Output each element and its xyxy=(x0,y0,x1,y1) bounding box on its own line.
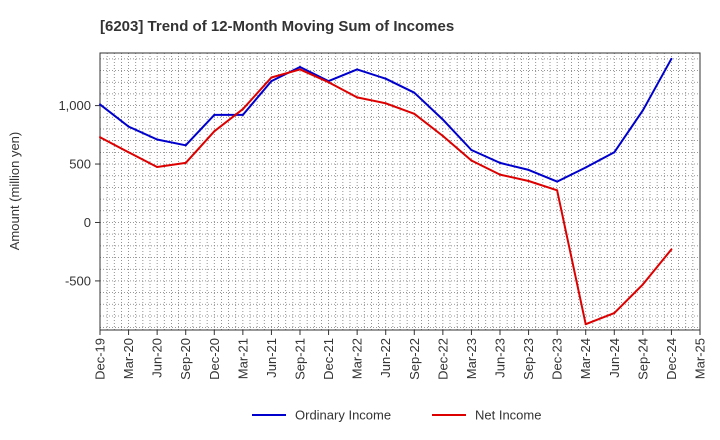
data-point-ordinary-income xyxy=(527,168,530,171)
data-point-ordinary-income xyxy=(299,66,301,69)
x-tick-label: Sep-21 xyxy=(293,338,308,380)
data-point-net-income xyxy=(527,179,530,182)
data-point-net-income xyxy=(413,112,416,115)
y-tick-label: 0 xyxy=(84,215,91,230)
data-point-ordinary-income xyxy=(270,80,273,83)
x-tick-label: Mar-22 xyxy=(350,338,365,379)
data-point-ordinary-income xyxy=(241,113,244,116)
data-point-net-income xyxy=(613,312,616,315)
legend-item-net-income: Net Income xyxy=(432,408,541,423)
data-point-ordinary-income xyxy=(413,91,416,94)
data-point-net-income xyxy=(556,189,559,192)
data-point-net-income xyxy=(184,161,187,164)
y-tick-label: 500 xyxy=(69,157,91,172)
data-point-ordinary-income xyxy=(356,68,359,71)
legend-label-ordinary-income: Ordinary Income xyxy=(295,408,391,423)
data-point-ordinary-income xyxy=(384,77,387,80)
x-tick-label: Mar-21 xyxy=(235,338,250,379)
data-point-net-income xyxy=(441,134,444,137)
x-axis-ticks: Dec-19 Mar-20 Jun-20 Sep-20 Dec-20 Mar-21 Jun-… xyxy=(93,330,708,380)
data-point-ordinary-income xyxy=(499,161,501,164)
x-tick-label: Mar-25 xyxy=(693,338,708,379)
x-tick-label: Jun-20 xyxy=(150,338,165,378)
data-point-net-income xyxy=(641,283,644,286)
data-point-ordinary-income xyxy=(156,138,159,141)
legend-item-ordinary-income: Ordinary Income xyxy=(252,408,391,423)
data-point-ordinary-income xyxy=(584,166,587,169)
data-point-net-income xyxy=(470,159,473,162)
data-point-net-income xyxy=(670,248,673,251)
chart-title: [6203] Trend of 12-Month Moving Sum of I… xyxy=(100,18,454,35)
data-point-net-income xyxy=(241,108,244,111)
series-layer xyxy=(99,57,673,326)
data-point-net-income xyxy=(384,102,387,105)
legend: Ordinary Income Net Income xyxy=(252,408,541,423)
legend-label-net-income: Net Income xyxy=(475,408,541,423)
data-point-ordinary-income xyxy=(213,113,216,116)
data-point-ordinary-income xyxy=(556,180,559,183)
x-tick-label: Dec-24 xyxy=(664,338,679,380)
data-point-net-income xyxy=(99,136,101,139)
data-point-net-income xyxy=(584,323,587,326)
x-tick-label: Sep-24 xyxy=(635,338,650,380)
grid-layer xyxy=(100,53,700,330)
x-tick-label: Dec-20 xyxy=(207,338,222,380)
data-point-net-income xyxy=(356,96,359,99)
data-point-ordinary-income xyxy=(99,103,101,106)
x-tick-label: Mar-20 xyxy=(121,338,136,379)
x-tick-label: Sep-23 xyxy=(521,338,536,380)
x-tick-label: Dec-22 xyxy=(435,338,450,380)
x-tick-label: Sep-22 xyxy=(407,338,422,380)
data-point-ordinary-income xyxy=(184,144,187,147)
x-tick-label: Jun-21 xyxy=(264,338,279,378)
data-point-ordinary-income xyxy=(613,151,616,154)
data-point-ordinary-income xyxy=(441,118,444,121)
data-point-net-income xyxy=(499,173,501,176)
x-tick-label: Jun-22 xyxy=(378,338,393,378)
x-tick-label: Mar-24 xyxy=(578,338,593,379)
data-point-ordinary-income xyxy=(127,125,130,128)
x-tick-label: Dec-23 xyxy=(550,338,565,380)
data-point-net-income xyxy=(299,68,301,71)
x-tick-label: Jun-24 xyxy=(607,338,622,378)
data-point-net-income xyxy=(127,151,130,154)
y-axis-label: Amount (million yen) xyxy=(7,132,22,251)
y-tick-label: 1,000 xyxy=(58,98,91,113)
y-tick-label: -500 xyxy=(65,273,91,288)
x-tick-label: Sep-20 xyxy=(178,338,193,380)
plot-frame xyxy=(99,52,701,331)
x-tick-label: Jun-23 xyxy=(493,338,508,378)
x-tick-label: Mar-23 xyxy=(464,338,479,379)
x-tick-label: Dec-21 xyxy=(321,338,336,380)
data-point-ordinary-income xyxy=(470,149,473,152)
data-point-net-income xyxy=(156,165,159,168)
data-point-ordinary-income xyxy=(641,109,644,112)
data-point-net-income xyxy=(327,81,330,84)
y-axis-ticks: -500 0 500 1,000 xyxy=(58,98,100,288)
data-point-net-income xyxy=(270,76,273,79)
data-point-net-income xyxy=(213,130,216,133)
data-point-ordinary-income xyxy=(670,57,673,60)
x-tick-label: Dec-19 xyxy=(93,338,108,380)
